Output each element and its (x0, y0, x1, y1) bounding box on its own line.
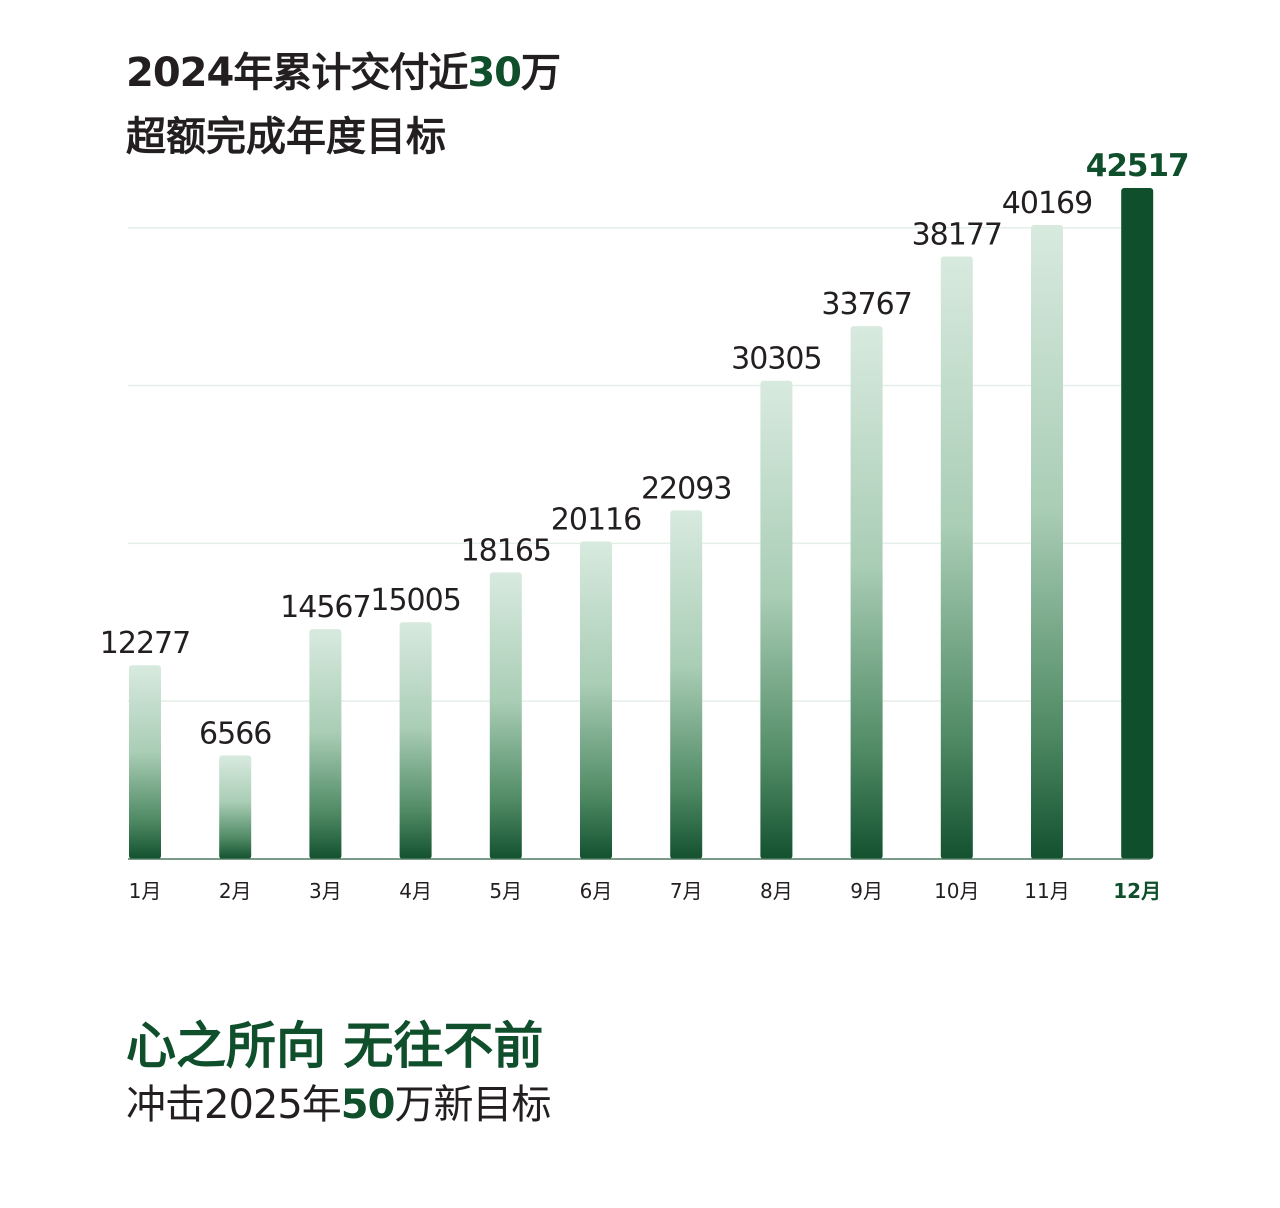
bar-6 (580, 541, 612, 859)
bar-3 (309, 629, 342, 859)
goal-highlight: 50 (340, 1082, 396, 1128)
bar-1 (129, 665, 161, 859)
headline: 2024年累计交付近30万 (126, 40, 561, 98)
headline-suffix: 万 (521, 50, 561, 96)
x-tick-label: 8月 (760, 879, 793, 903)
data-label: 15005 (370, 583, 460, 618)
data-label: 12277 (100, 626, 190, 661)
x-tick-label: 3月 (309, 879, 342, 903)
x-tick-label: 10月 (934, 879, 979, 903)
bar-8 (760, 380, 793, 859)
x-tick-label: 5月 (489, 879, 522, 903)
data-label: 42517 (1086, 148, 1189, 184)
x-tick-label: 9月 (850, 879, 883, 903)
bar-4 (399, 622, 432, 859)
bar-9 (850, 326, 883, 860)
goal-prefix: 冲击2025年 (126, 1082, 342, 1128)
data-label: 40169 (1002, 186, 1092, 221)
bar-10 (940, 256, 973, 859)
x-tick-label: 6月 (580, 879, 613, 903)
bar-12 (1121, 188, 1154, 859)
x-tick-label: 2月 (219, 879, 252, 903)
bar-chart: 12277 1月 6566 2月 14567 3月 15005 4月 18165 5月 20116 6… (100, 148, 1190, 903)
x-tick-label: 11月 (1024, 879, 1069, 903)
data-label: 14567 (280, 590, 370, 625)
data-label: 33767 (821, 287, 911, 322)
bar-2 (219, 755, 252, 859)
x-tick-label: 4月 (399, 879, 432, 903)
slogan: 心之所向 无往不前 (126, 1017, 544, 1075)
x-tick-label: 1月 (129, 879, 162, 903)
bar-5 (489, 572, 522, 859)
data-label: 38177 (912, 217, 1002, 252)
data-label: 18165 (461, 533, 551, 568)
subheadline: 超额完成年度目标 (126, 114, 446, 160)
data-label: 22093 (641, 471, 731, 506)
data-label: 20116 (551, 503, 641, 538)
data-label: 30305 (731, 342, 821, 377)
goal-line: 冲击2025年50万新目标 (126, 1072, 551, 1130)
bar-7 (670, 510, 703, 859)
headline-prefix: 2024年累计交付近 (126, 50, 468, 96)
data-label: 6566 (199, 716, 271, 751)
bar-11 (1031, 225, 1063, 859)
headline-highlight: 30 (467, 50, 522, 96)
x-tick-label: 7月 (670, 879, 703, 903)
x-tick-label: 12月 (1113, 879, 1161, 903)
goal-suffix: 万新目标 (394, 1082, 551, 1128)
